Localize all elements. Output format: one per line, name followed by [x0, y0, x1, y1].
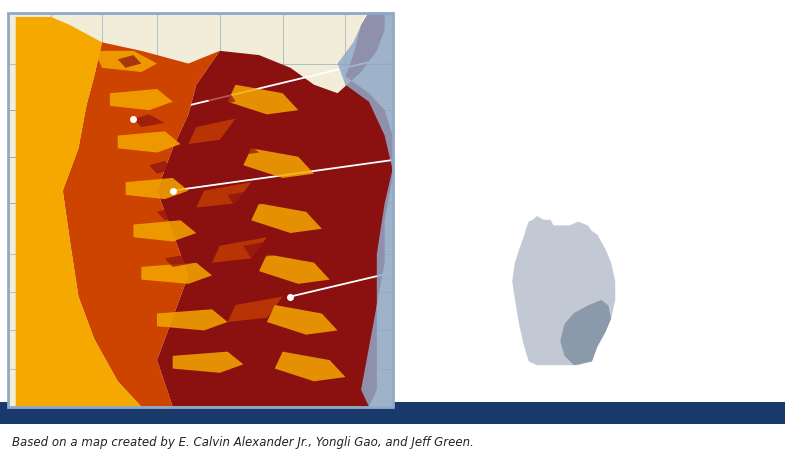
Polygon shape	[243, 148, 314, 178]
Polygon shape	[220, 140, 259, 157]
Polygon shape	[228, 191, 267, 207]
Polygon shape	[141, 263, 212, 284]
Polygon shape	[94, 51, 157, 72]
Polygon shape	[133, 220, 196, 241]
Bar	[0, 403, 785, 424]
Polygon shape	[204, 89, 235, 106]
Polygon shape	[560, 300, 611, 365]
Polygon shape	[275, 352, 345, 381]
Polygon shape	[165, 254, 196, 267]
Polygon shape	[157, 207, 188, 220]
Polygon shape	[63, 43, 220, 407]
Polygon shape	[149, 161, 173, 174]
Text: Based on a map created by E. Calvin Alexander Jr., Yongli Gao, and Jeff Green.: Based on a map created by E. Calvin Alex…	[12, 436, 473, 449]
Polygon shape	[157, 13, 392, 407]
Polygon shape	[228, 297, 283, 322]
Bar	[8, 13, 392, 407]
Polygon shape	[512, 216, 615, 365]
Polygon shape	[267, 305, 338, 335]
Polygon shape	[16, 17, 141, 407]
Polygon shape	[228, 85, 298, 114]
Text: Covered karst: Covered karst	[420, 36, 530, 50]
Polygon shape	[126, 178, 188, 199]
Polygon shape	[118, 55, 141, 68]
Polygon shape	[251, 203, 322, 233]
Polygon shape	[173, 352, 243, 373]
Polygon shape	[243, 241, 283, 258]
Polygon shape	[133, 114, 165, 127]
Text: Groundwater is most at
risk here. Less than 50
feet of soil/sediment is
covering: Groundwater is most at risk here. Less t…	[420, 273, 560, 339]
Polygon shape	[118, 131, 181, 153]
Polygon shape	[338, 13, 392, 407]
Polygon shape	[259, 254, 330, 284]
Polygon shape	[110, 89, 173, 110]
Text: Active karst: Active karst	[420, 256, 514, 270]
Polygon shape	[188, 119, 236, 144]
Text: More than 100 feet of soil/sediment
covers the bedrock.: More than 100 feet of soil/sediment cove…	[420, 53, 631, 83]
Text: Here, there is 50-100 feet of soil/
sediment on top of the
bedrock.: Here, there is 50-100 feet of soil/ sedi…	[420, 163, 615, 211]
Polygon shape	[118, 161, 157, 182]
Text: Transition karst: Transition karst	[420, 146, 543, 160]
Polygon shape	[196, 182, 251, 207]
Polygon shape	[141, 93, 173, 119]
Polygon shape	[157, 309, 228, 331]
Polygon shape	[212, 237, 267, 263]
Bar	[8, 13, 392, 407]
Polygon shape	[110, 224, 149, 245]
